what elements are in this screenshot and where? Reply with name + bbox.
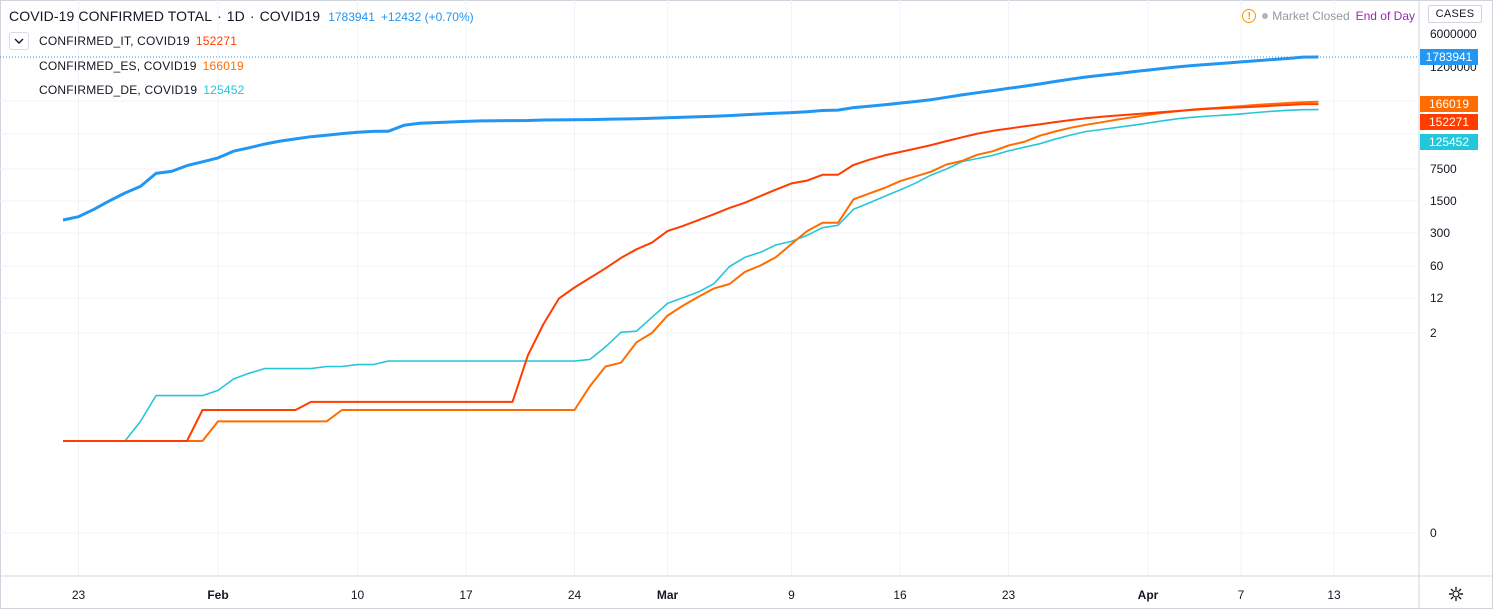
y-tick-label: 60: [1430, 259, 1444, 273]
x-tick-label: 7: [1238, 588, 1245, 602]
chevron-down-icon: [14, 38, 24, 44]
x-tick-label: 23: [72, 588, 86, 602]
header-separator: ·: [249, 8, 255, 24]
gear-icon: [1448, 586, 1464, 602]
series-line-es[interactable]: [63, 100, 1319, 442]
settings-button[interactable]: [1446, 584, 1466, 604]
legend-name: CONFIRMED_ES, COVID19: [39, 59, 197, 73]
market-status: ! Market Closed End of Day: [1242, 9, 1415, 23]
badge-label: 166019: [1429, 97, 1469, 111]
warning-icon[interactable]: !: [1242, 9, 1257, 23]
badge-label: 125452: [1429, 135, 1469, 149]
legend-value: 125452: [203, 83, 245, 97]
market-closed-label: Market Closed: [1272, 9, 1350, 23]
end-of-day-label: End of Day: [1355, 9, 1415, 23]
x-tick-label: Mar: [657, 588, 679, 602]
x-tick-label: 16: [893, 588, 907, 602]
legend-item-es[interactable]: CONFIRMED_ES, COVID19 166019: [39, 58, 244, 74]
badge-label: 152271: [1429, 115, 1469, 129]
last-value-badge-total: [1420, 49, 1478, 65]
y-tick-label: 300: [1430, 226, 1450, 240]
last-value-badges: 1783941 166019 152271 125452: [1420, 49, 1478, 150]
x-tick-label: 10: [351, 588, 365, 602]
last-value-badge-it: [1420, 114, 1478, 130]
series-line-de[interactable]: [63, 108, 1319, 442]
y-tick-label: 2: [1430, 326, 1437, 340]
last-value: 1783941: [328, 10, 375, 24]
badge-label: 1783941: [1426, 50, 1473, 64]
series-line-it[interactable]: [63, 103, 1319, 442]
y-tick-label: 7500: [1430, 162, 1457, 176]
status-dot-icon: [1262, 13, 1269, 19]
y-tick-label: 12: [1430, 291, 1444, 305]
y-tick-label: 0: [1430, 526, 1437, 540]
legend-value: 166019: [202, 59, 244, 73]
series-lines: [62, 55, 1319, 442]
scale-button[interactable]: CASES: [1428, 5, 1482, 23]
x-tick-label: 13: [1327, 588, 1341, 602]
last-value-badge-de: [1420, 134, 1478, 150]
legend-value: 152271: [195, 34, 238, 48]
legend-item-it[interactable]: CONFIRMED_IT, COVID19 152271: [39, 33, 237, 49]
x-tick-label: Feb: [207, 588, 228, 602]
chart-header: COVID-19 CONFIRMED TOTAL · 1D · COVID19 …: [9, 8, 474, 26]
header-separator: ·: [217, 8, 222, 24]
last-value-badge-es: [1420, 96, 1478, 112]
y-tick-label: 1500: [1430, 194, 1457, 208]
grid: [0, 0, 1419, 576]
chart-interval[interactable]: 1D: [226, 8, 245, 24]
legend-item-de[interactable]: CONFIRMED_DE, COVID19 125452: [39, 82, 244, 98]
value-change: +12432 (+0.70%): [380, 10, 474, 24]
legend-name: CONFIRMED_IT, COVID19: [39, 34, 190, 48]
collapse-legend-button[interactable]: [9, 32, 29, 50]
chart-source: COVID19: [259, 8, 321, 24]
y-tick-label: 6000000: [1430, 27, 1477, 41]
x-tick-label: Apr: [1138, 588, 1159, 602]
legend-name: CONFIRMED_DE, COVID19: [39, 83, 198, 97]
x-tick-label: 23: [1002, 588, 1016, 602]
series-line-total[interactable]: [62, 55, 1319, 222]
x-tick-label: 17: [459, 588, 473, 602]
x-tick-label: 24: [568, 588, 582, 602]
x-tick-label: 9: [788, 588, 795, 602]
chart-title: COVID-19 CONFIRMED TOTAL: [9, 8, 213, 24]
